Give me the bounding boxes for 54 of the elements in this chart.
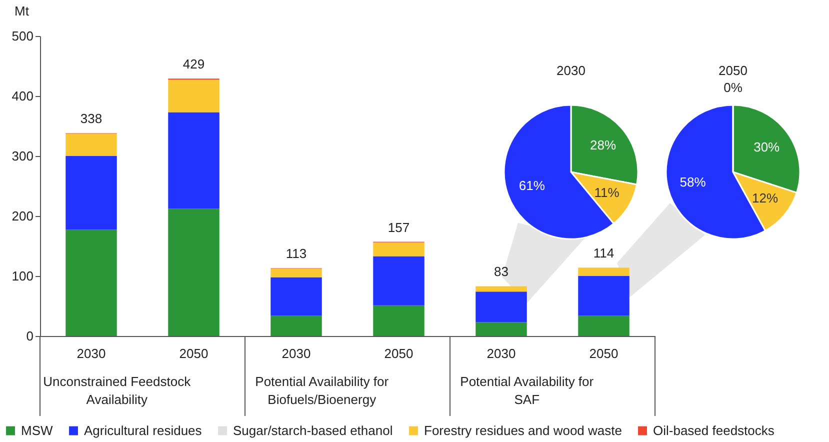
x-tick-label: 2030: [76, 346, 106, 361]
data-label: 61%: [518, 178, 546, 194]
bar: [168, 80, 220, 112]
bar: [373, 242, 424, 256]
data-label: 28%: [590, 138, 616, 153]
text: 0%: [724, 80, 742, 95]
y-tick-label: 400: [12, 88, 34, 104]
x-tick-label: 2050: [179, 346, 208, 361]
bar: [373, 305, 424, 336]
y-axis-title: Mt: [14, 4, 30, 18]
y-tick-label: 200: [12, 208, 34, 224]
total-label: 114: [593, 246, 614, 261]
total-label: 157: [388, 220, 410, 235]
data-label: 30%: [754, 140, 780, 155]
total-label: 429: [182, 56, 205, 72]
chart-title: 2030: [556, 63, 586, 78]
x-tick-label: 2030: [282, 346, 311, 361]
bar: [66, 134, 117, 156]
text: Potential Availability for Biofuels/Bioenergy: [255, 374, 390, 407]
bar: [270, 277, 322, 316]
data-label: 12%: [752, 190, 778, 206]
bar: [270, 316, 322, 336]
total-label: 338: [80, 111, 102, 126]
bar: [270, 268, 322, 278]
data-label: 11%: [594, 185, 620, 200]
x-tick-label: 2050: [384, 346, 414, 361]
bar: [476, 322, 527, 336]
bar: [578, 316, 630, 336]
y-tick-label: 500: [12, 28, 34, 44]
y-tick-label: 300: [12, 148, 34, 164]
y-tick-label: 0: [26, 328, 34, 344]
legend-label: MSW: [21, 422, 54, 438]
legend-label: Oil-based feedstocks: [653, 422, 775, 438]
y-tick-label: 100: [12, 268, 34, 284]
total-label: 113: [286, 246, 307, 262]
bar: [66, 230, 117, 336]
bar: [578, 268, 630, 276]
bar: [578, 276, 630, 316]
bar: [373, 256, 424, 306]
chart-title: 2050: [718, 63, 748, 78]
bar: [66, 156, 117, 230]
total-label: 83: [494, 264, 508, 280]
bar: [476, 292, 527, 322]
bar: [476, 286, 527, 292]
legend-label: Forestry residues and wood waste: [424, 422, 622, 438]
text: Unconstrained Feedstock Availability: [43, 374, 192, 407]
data-label: 58%: [680, 174, 706, 190]
x-tick-label: 2030: [486, 346, 516, 361]
bar: [168, 112, 220, 209]
x-tick-label: 2050: [589, 346, 618, 361]
bar: [168, 208, 220, 336]
text: Potential Availability for SAF: [460, 374, 594, 407]
legend-label: Agricultural residues: [84, 422, 202, 438]
legend-label: Sugar/starch-based ethanol: [233, 422, 393, 438]
